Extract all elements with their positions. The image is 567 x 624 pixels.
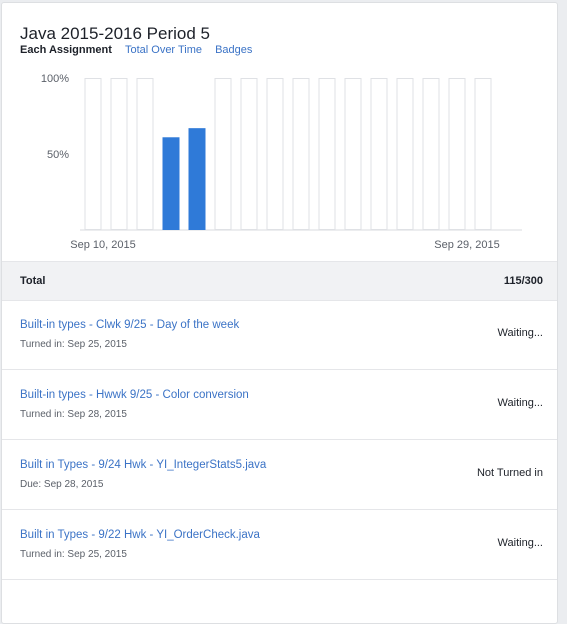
placeholder-bar: [318, 78, 336, 230]
placeholder-bar: [292, 78, 310, 230]
placeholder-bar: [422, 78, 440, 230]
placeholder-bar: [84, 78, 102, 230]
assignments-card: Java 2015-2016 Period 5 Each Assignment …: [1, 2, 558, 624]
placeholder-bar: [240, 78, 258, 230]
total-score: 115/300: [503, 275, 543, 287]
assignment-link[interactable]: Built in Types - 9/22 Hwk - YI_OrderChec…: [20, 529, 260, 541]
x-tick-label: Sep 10, 2015: [70, 239, 135, 251]
assignment-status: Waiting...: [497, 537, 543, 549]
placeholder-bar: [214, 78, 232, 230]
score-bar: [162, 137, 180, 230]
list-item: Built in Types - 9/24 Hwk - YI_IntegerSt…: [2, 440, 557, 510]
placeholder-bar: [448, 78, 466, 230]
assignment-status: Not Turned in: [476, 467, 543, 479]
view-tabs: Each Assignment Total Over Time Badges: [20, 44, 262, 56]
assignment-link[interactable]: Built-in types - Hwwk 9/25 - Color conve…: [20, 389, 249, 401]
assignment-link[interactable]: Built-in types - Clwk 9/25 - Day of the …: [20, 319, 240, 331]
list-item: Built-in types - Hwwk 9/25 - Color conve…: [2, 370, 557, 440]
placeholder-bar: [396, 78, 414, 230]
assignment-score-chart: 100% 50% Sep 10, 2015 Sep 29, 2015: [2, 67, 557, 262]
placeholder-bar: [474, 78, 492, 230]
total-row: Total 115/300: [2, 261, 557, 301]
assignment-link[interactable]: Built in Types - 9/24 Hwk - YI_IntegerSt…: [20, 459, 267, 471]
assignment-date: Turned in: Sep 25, 2015: [20, 339, 127, 350]
page-title: Java 2015-2016 Period 5: [20, 24, 210, 43]
tab-each-assignment[interactable]: Each Assignment: [20, 44, 112, 56]
list-item: Built in Types - 9/22 Hwk - YI_OrderChec…: [2, 510, 557, 580]
assignment-list: Built-in types - Clwk 9/25 - Day of the …: [2, 300, 557, 580]
assignment-status: Waiting...: [497, 327, 543, 339]
list-item: Built-in types - Clwk 9/25 - Day of the …: [2, 300, 557, 370]
x-tick-label: Sep 29, 2015: [434, 239, 499, 251]
total-label: Total: [20, 275, 46, 287]
y-tick-label: 100%: [41, 73, 69, 85]
placeholder-bar: [370, 78, 388, 230]
assignment-date: Due: Sep 28, 2015: [20, 479, 104, 490]
assignment-date: Turned in: Sep 28, 2015: [20, 409, 127, 420]
assignment-status: Waiting...: [497, 397, 543, 409]
placeholder-bar: [136, 78, 154, 230]
placeholder-bar: [110, 78, 128, 230]
assignment-date: Turned in: Sep 25, 2015: [20, 549, 127, 560]
chart-svg: 100% 50% Sep 10, 2015 Sep 29, 2015: [41, 73, 522, 251]
y-tick-label: 50%: [47, 149, 69, 161]
placeholder-bar: [266, 78, 284, 230]
placeholder-bar: [344, 78, 362, 230]
tab-total-over-time[interactable]: Total Over Time: [124, 44, 202, 56]
score-bar: [188, 128, 206, 230]
tab-badges[interactable]: Badges: [215, 44, 253, 56]
